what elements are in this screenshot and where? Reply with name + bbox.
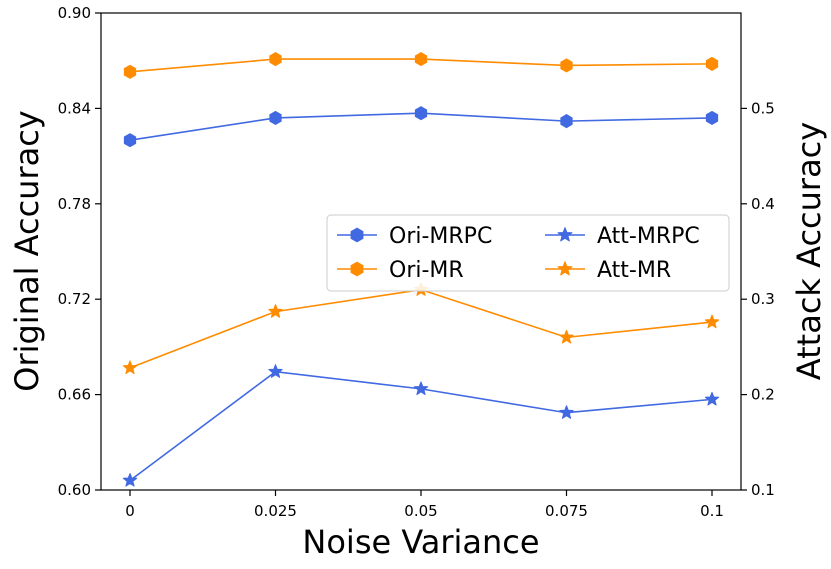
y-left-tick-label: 0.90 [58, 4, 91, 22]
data-point-att-mrpc [704, 391, 720, 406]
legend-label-att-mrpc: Att-MRPC [597, 224, 700, 249]
y-left-tick-label: 0.66 [58, 386, 91, 404]
data-point-att-mr [704, 314, 720, 329]
legend-marker-att-mr [557, 261, 573, 276]
plot-marks [122, 52, 720, 487]
data-point-att-mr [122, 360, 138, 375]
x-axis: 0 0.025 0.05 0.075 0.1 [125, 490, 724, 520]
y-axis-left: 0.60 0.66 0.72 0.78 0.84 0.90 [58, 4, 101, 499]
data-point-att-mrpc [122, 472, 138, 487]
y-axis-right: 0.1 0.2 0.3 0.4 0.5 [741, 99, 775, 499]
legend-label-att-mr: Att-MR [597, 258, 671, 283]
legend-marker-ori-mr [350, 261, 364, 277]
y-axis-left-label: Original Accuracy [8, 110, 46, 391]
y-left-tick-label: 0.72 [58, 290, 91, 308]
data-point-ori-mr [560, 58, 573, 73]
y-right-tick-label: 0.5 [751, 99, 775, 117]
x-tick-label: 0.05 [404, 502, 437, 520]
data-point-att-mr [268, 304, 283, 318]
data-point-att-mrpc [413, 381, 429, 396]
y-axis-right-label: Attack Accuracy [790, 122, 828, 380]
data-point-att-mrpc [559, 405, 574, 419]
legend-box [326, 214, 730, 292]
legend: Ori-MRPC Att-MRPC Ori-MR Att-MR [326, 214, 730, 292]
data-point-ori-mr [414, 52, 428, 67]
y-left-tick-label: 0.84 [58, 99, 91, 117]
data-point-ori-mr [123, 64, 137, 79]
data-point-ori-mrpc [123, 133, 137, 148]
legend-marker-ori-mrpc [350, 227, 364, 243]
y-right-tick-label: 0.4 [751, 195, 775, 213]
y-right-tick-label: 0.3 [751, 290, 775, 308]
y-right-tick-label: 0.2 [751, 386, 775, 404]
x-axis-label: Noise Variance [302, 523, 539, 561]
data-point-ori-mrpc [560, 114, 573, 129]
data-point-att-mr [559, 329, 574, 344]
data-point-ori-mr [705, 56, 719, 71]
data-point-ori-mr [269, 52, 282, 67]
legend-label-ori-mrpc: Ori-MRPC [389, 224, 492, 249]
legend-marker-att-mrpc [557, 227, 573, 242]
x-tick-label: 0.1 [700, 502, 724, 520]
legend-label-ori-mr: Ori-MR [389, 258, 464, 283]
data-point-ori-mrpc [705, 110, 719, 126]
x-tick-label: 0 [125, 502, 135, 520]
x-tick-label: 0.075 [545, 502, 588, 520]
data-point-att-mrpc [268, 364, 283, 378]
series-line-att-mr [129, 288, 713, 369]
y-right-tick-label: 0.1 [751, 481, 775, 499]
data-point-ori-mrpc [269, 110, 282, 126]
y-left-tick-label: 0.78 [58, 195, 91, 213]
x-tick-label: 0.025 [254, 502, 297, 520]
data-point-ori-mrpc [414, 106, 428, 121]
y-left-tick-label: 0.60 [58, 481, 91, 499]
